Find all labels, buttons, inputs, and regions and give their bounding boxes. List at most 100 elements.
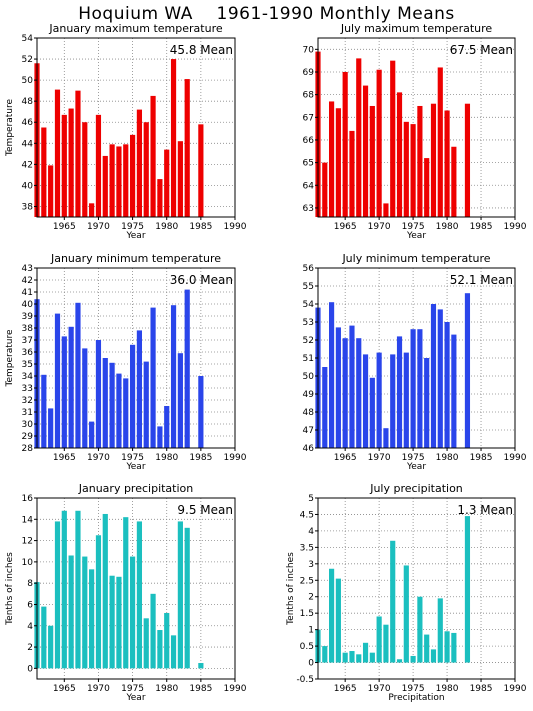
y-tick-label: 51 [303, 354, 314, 364]
bar [143, 122, 149, 217]
x-tick-label: 1990 [224, 222, 247, 232]
bar [129, 344, 136, 448]
bar [157, 630, 163, 669]
bar [335, 108, 341, 217]
bar [129, 556, 136, 669]
y-tick-label: 64 [303, 181, 315, 191]
y-tick-label: 42 [22, 276, 33, 286]
chart-jan-max: 38 40 42 44 46 48 50 52 54 1965 1970 1975 1980 1985 19… [5, 22, 247, 241]
x-tick-label: 1970 [87, 453, 110, 463]
bar [89, 203, 95, 217]
plot-frame [36, 267, 236, 449]
plot-frame [317, 497, 516, 680]
bar [376, 69, 382, 217]
plot-frame [36, 37, 236, 218]
y-tick-label: 65 [303, 159, 314, 169]
y-tick-label: 39 [22, 312, 34, 322]
bar [136, 109, 143, 217]
bar [335, 578, 341, 663]
y-tick-label: 4 [27, 622, 33, 632]
plot-frame [317, 37, 516, 218]
bar [451, 146, 457, 217]
y-tick-label: 28 [22, 444, 34, 454]
bar [164, 612, 170, 669]
bar [342, 71, 348, 218]
x-axis-label: Year [406, 462, 426, 472]
y-tick-label: 48 [303, 408, 315, 418]
y-tick-label: 3.5 [300, 543, 314, 553]
bar [424, 358, 430, 448]
bar [177, 521, 183, 669]
bar [164, 149, 170, 217]
x-tick-label: 1990 [224, 453, 247, 463]
bar [362, 85, 369, 217]
x-tick-label: 1980 [155, 453, 178, 463]
bar [109, 362, 115, 448]
bar [75, 90, 81, 217]
bar [102, 358, 108, 448]
bar [396, 336, 403, 448]
bar [61, 336, 67, 448]
chart-jan-precip: 0 2 4 6 8 10 12 14 16 1965 1970 1975 1980 1985 1990 Jan… [5, 482, 247, 703]
bar [89, 569, 95, 669]
y-tick-label: 40 [22, 300, 34, 310]
bar [68, 555, 74, 669]
x-tick-label: 1980 [436, 222, 459, 232]
x-tick-label: 1980 [436, 684, 459, 694]
bar [362, 354, 369, 448]
y-tick-label: 0.5 [300, 642, 314, 652]
x-tick-label: 1975 [121, 684, 144, 694]
y-tick-label: 4 [308, 527, 314, 537]
bar [157, 179, 163, 217]
chart-jul-precip: -0.5 0 0.5 1 1.5 2 2.5 3 3.5 4 4.5 5 1965 1970 1975 198… [286, 482, 527, 703]
x-tick-label: 1975 [121, 453, 144, 463]
bar [390, 540, 396, 663]
chart-title: July precipitation [369, 482, 463, 495]
bar [403, 121, 409, 217]
bar [184, 527, 190, 669]
x-tick-label: 1975 [402, 222, 425, 232]
bar [410, 124, 416, 217]
bar [102, 513, 108, 669]
x-tick-label: 1970 [87, 222, 110, 232]
chart-title: January precipitation [78, 482, 194, 495]
bar [396, 92, 403, 217]
chart-title: July minimum temperature [341, 252, 490, 265]
y-tick-label: 37 [22, 336, 33, 346]
bar [116, 576, 122, 669]
bar [61, 114, 67, 217]
bar [177, 141, 183, 217]
bar [369, 652, 375, 663]
y-tick-label: 46 [303, 444, 315, 454]
chart-title: January minimum temperature [50, 252, 221, 265]
bar [48, 625, 54, 669]
x-tick-label: 1985 [189, 453, 212, 463]
bar [451, 632, 457, 663]
y-tick-label: 34 [22, 372, 34, 382]
bar [102, 155, 108, 217]
bar [89, 421, 95, 448]
bar [157, 426, 163, 448]
x-tick-label: 1990 [504, 222, 527, 232]
bar [329, 302, 335, 448]
bar [349, 651, 355, 663]
bar [116, 146, 122, 217]
bar [198, 376, 204, 448]
y-tick-label: 69 [303, 68, 315, 78]
y-tick-label: 38 [22, 324, 34, 334]
y-tick-label: 3 [308, 560, 314, 570]
y-tick-label: 16 [22, 494, 34, 504]
bar [184, 79, 190, 218]
bar [424, 158, 430, 217]
bar [437, 67, 443, 218]
x-axis-label: Year [125, 231, 145, 241]
x-axis-label: Year [125, 693, 145, 703]
bar [383, 624, 389, 663]
bar [82, 556, 88, 669]
y-tick-label: 5 [308, 494, 314, 504]
bar [41, 606, 47, 669]
y-tick-label: 49 [303, 390, 315, 400]
bar [123, 378, 129, 448]
y-tick-label: 32 [22, 396, 33, 406]
bar [170, 635, 177, 669]
